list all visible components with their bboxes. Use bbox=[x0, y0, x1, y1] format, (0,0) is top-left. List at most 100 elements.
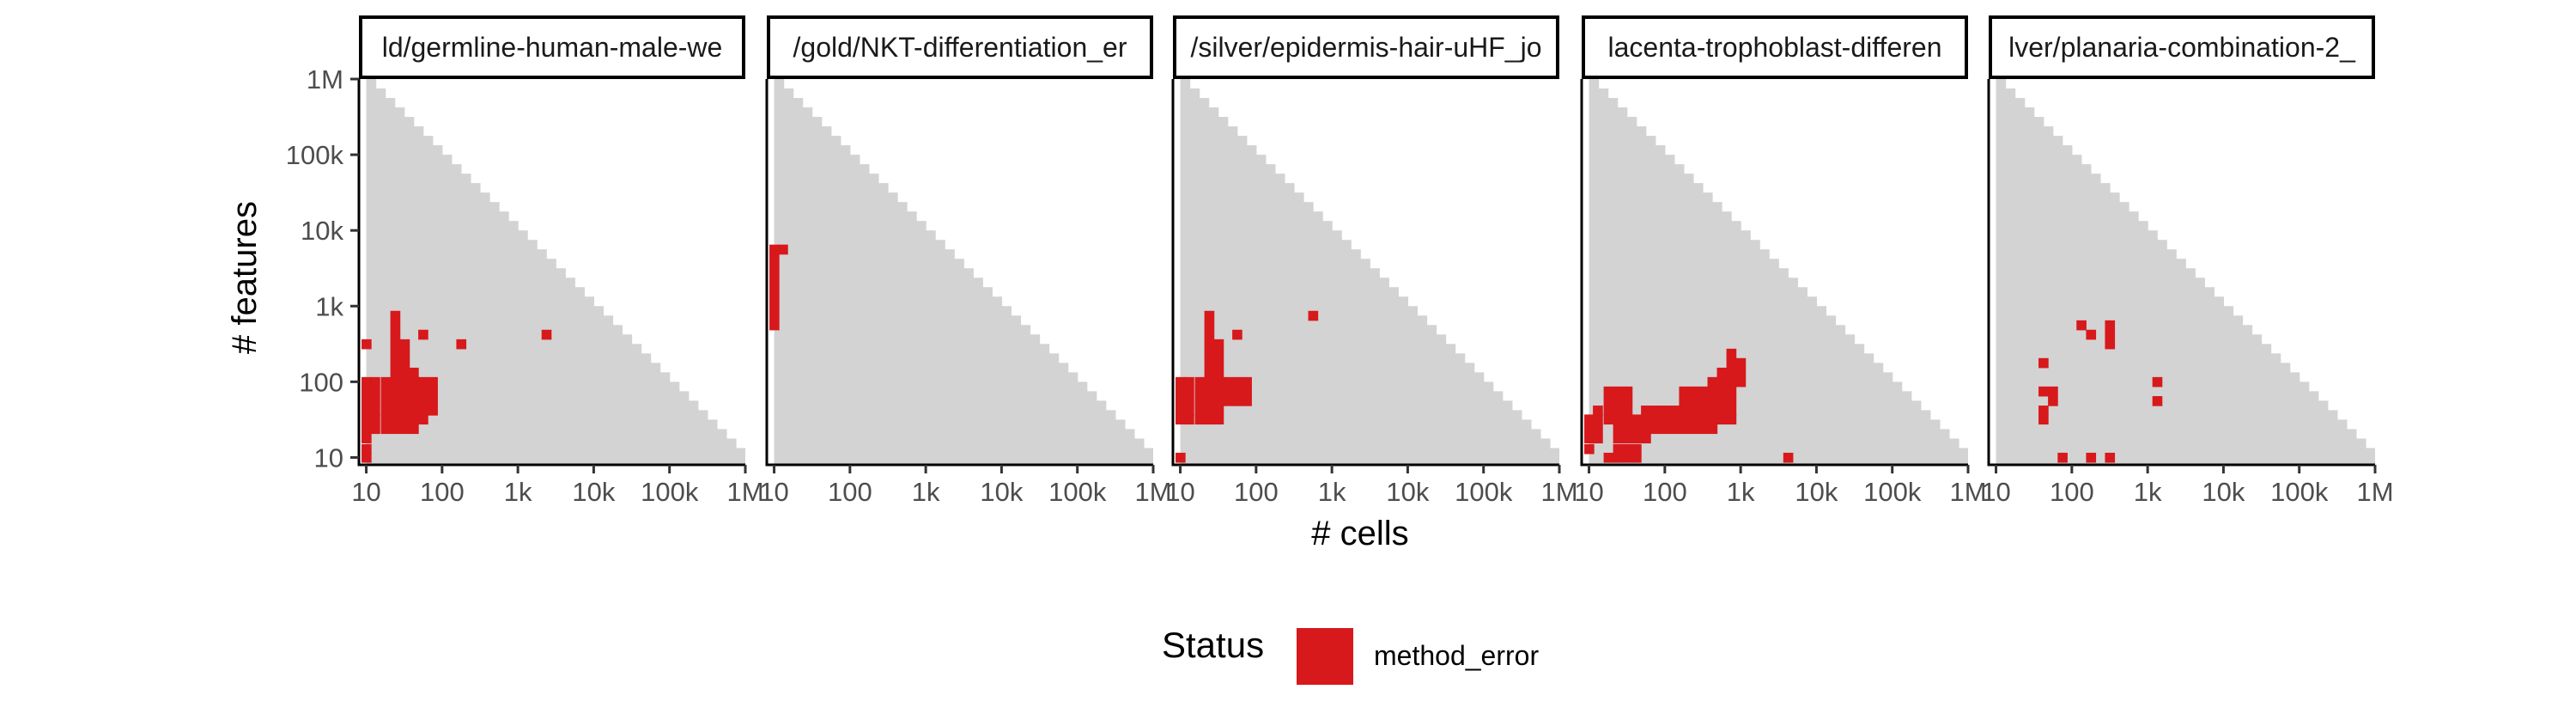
heatmap-cell bbox=[390, 329, 401, 340]
heatmap-cell bbox=[1698, 396, 1709, 406]
heatmap-cell bbox=[2048, 396, 2058, 406]
background-column bbox=[992, 296, 1003, 465]
background-column bbox=[821, 126, 832, 465]
background-column bbox=[1105, 410, 1116, 465]
x-tick-label: 1M bbox=[1134, 477, 1171, 507]
heatmap-cell bbox=[1176, 396, 1186, 406]
background-column bbox=[1607, 98, 1619, 465]
background-column bbox=[1077, 381, 1088, 465]
background-column bbox=[2365, 448, 2375, 465]
background-column bbox=[1236, 136, 1248, 465]
heatmap-cell bbox=[1223, 386, 1233, 397]
heatmap-cell bbox=[2038, 414, 2049, 425]
x-tick-label: 100 bbox=[1643, 477, 1687, 507]
heatmap-cell bbox=[399, 367, 410, 378]
background-column bbox=[1115, 419, 1126, 465]
background-column bbox=[2081, 164, 2092, 465]
heatmap-cell bbox=[1641, 424, 1651, 435]
background-column bbox=[1655, 145, 1666, 465]
facet-title: lver/planaria-combination-2_ bbox=[2008, 32, 2356, 63]
background-column bbox=[556, 268, 566, 465]
heatmap-cell bbox=[1194, 386, 1206, 397]
heatmap-cell bbox=[2038, 386, 2049, 397]
background-column bbox=[868, 174, 879, 465]
background-column bbox=[2043, 126, 2054, 465]
x-tick-label: 10k bbox=[1795, 477, 1838, 507]
background-column bbox=[1067, 372, 1078, 465]
x-tick-label: 1k bbox=[1727, 477, 1755, 507]
heatmap-cell bbox=[1613, 433, 1624, 444]
heatmap-cell bbox=[1622, 443, 1633, 455]
background-column bbox=[422, 136, 434, 465]
background-column bbox=[1030, 334, 1041, 465]
background-column bbox=[2185, 268, 2196, 465]
background-column bbox=[1778, 268, 1789, 465]
heatmap-cell bbox=[1650, 406, 1661, 416]
x-tick-label: 100k bbox=[1455, 477, 1513, 507]
facet-title: /silver/epidermis-hair-uHF_jo bbox=[1191, 32, 1542, 63]
heatmap-cell bbox=[361, 433, 372, 444]
heatmap-cell bbox=[1176, 376, 1186, 387]
heatmap-cell bbox=[418, 386, 428, 397]
x-tick-label: 10 bbox=[1981, 477, 2010, 507]
heatmap-cell bbox=[1688, 406, 1699, 416]
heatmap-cell bbox=[778, 244, 788, 255]
background-column bbox=[954, 259, 964, 465]
background-column bbox=[830, 136, 841, 465]
heatmap-cell bbox=[418, 329, 428, 340]
heatmap-cell bbox=[1213, 357, 1224, 369]
heatmap-cell bbox=[1726, 348, 1737, 359]
heatmap-cell bbox=[370, 386, 380, 397]
panel-cells bbox=[2038, 320, 2163, 463]
heatmap-cell bbox=[1641, 414, 1651, 425]
background-column bbox=[1722, 211, 1732, 465]
heatmap-cell bbox=[1242, 396, 1252, 406]
background-column bbox=[489, 202, 500, 465]
heatmap-cell bbox=[390, 348, 401, 359]
heatmap-cell bbox=[1716, 406, 1728, 416]
heatmap-cell bbox=[541, 329, 552, 340]
heatmap-cell bbox=[1688, 414, 1699, 425]
heatmap-cell bbox=[1204, 357, 1215, 369]
background-column bbox=[1511, 410, 1522, 465]
heatmap-cell bbox=[390, 406, 401, 416]
heatmap-cell bbox=[1631, 424, 1642, 435]
x-tick-label: 10k bbox=[2202, 477, 2245, 507]
background-column bbox=[537, 249, 547, 465]
background-column bbox=[2336, 419, 2348, 465]
background-column bbox=[2090, 174, 2101, 465]
heatmap-cell bbox=[1622, 386, 1633, 397]
panel-5: lver/planaria-combination-2_ 10 100 1k 10k 10… bbox=[1981, 15, 2394, 507]
heatmap-cell bbox=[1242, 386, 1252, 397]
background-column bbox=[432, 145, 443, 465]
heatmap-cell bbox=[361, 452, 372, 463]
heatmap-cell bbox=[370, 396, 380, 406]
heatmap-cell bbox=[1204, 329, 1215, 340]
background-column bbox=[1929, 419, 1941, 465]
background-column bbox=[1664, 155, 1675, 465]
heatmap-cell bbox=[1213, 376, 1224, 387]
background-column bbox=[1208, 107, 1219, 465]
background-column bbox=[631, 344, 642, 465]
background-column bbox=[1483, 381, 1494, 465]
background-column bbox=[1549, 448, 1559, 465]
background-column bbox=[973, 278, 983, 465]
heatmap-cell bbox=[1726, 406, 1737, 416]
background-column bbox=[1854, 344, 1865, 465]
heatmap-cell bbox=[409, 376, 419, 387]
background-column bbox=[2204, 287, 2215, 465]
heatmap-cell bbox=[769, 320, 780, 331]
x-tick-label: 10 bbox=[759, 477, 788, 507]
background-column bbox=[565, 278, 575, 465]
heatmap-cell bbox=[1204, 386, 1215, 397]
heatmap-cell bbox=[1660, 414, 1670, 425]
heatmap-cell bbox=[390, 339, 401, 350]
background-column bbox=[1807, 296, 1818, 465]
panels-layer: ld/germline-human-male-we 10 100 1k 10k 100k 1… bbox=[286, 15, 2394, 507]
heatmap-cell bbox=[1613, 443, 1624, 455]
heatmap-cell bbox=[1613, 452, 1624, 463]
heatmap-cell bbox=[1650, 424, 1661, 435]
heatmap-cell bbox=[1679, 424, 1690, 435]
x-tick-label: 1M bbox=[1540, 477, 1577, 507]
